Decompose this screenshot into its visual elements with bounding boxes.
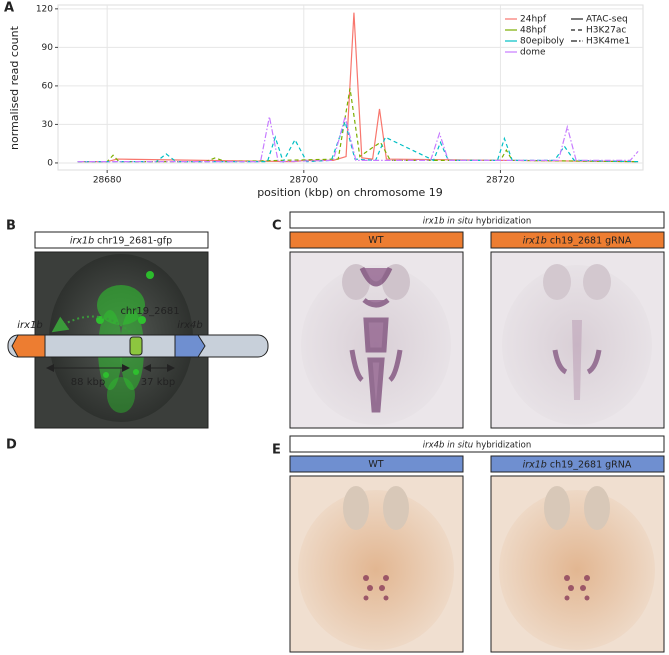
legend-label: ATAC-seq xyxy=(586,15,628,25)
legend-label: 48hpf xyxy=(520,26,547,36)
header: irx1b chr19_2681-gfp xyxy=(70,235,172,246)
legend-label: 80epiboly xyxy=(520,37,565,47)
legend-label: H3K4me1 xyxy=(586,37,630,47)
header-text: chr19_2681-gfp xyxy=(94,235,172,246)
header-box xyxy=(289,211,665,229)
gene: irx1b xyxy=(70,235,94,246)
plot-area xyxy=(57,4,644,171)
gene: irx1b in situ xyxy=(423,216,473,226)
condition-box xyxy=(289,231,464,249)
y-tick-label: 0 xyxy=(47,158,53,168)
panel-label: E xyxy=(272,443,281,458)
x-tick-label: 28680 xyxy=(93,176,122,186)
y-tick-label: 90 xyxy=(42,43,54,53)
x-tick-label: 28720 xyxy=(486,176,515,186)
series-line xyxy=(77,88,639,163)
header: irx4b in situ hybridization xyxy=(423,440,531,450)
condition-box xyxy=(289,455,464,473)
condition: irx1b ch19_2681 gRNA xyxy=(523,235,632,246)
y-tick-label: 120 xyxy=(36,4,53,14)
x-tick-label: 28700 xyxy=(289,176,318,186)
legend-label: 24hpf xyxy=(520,15,547,25)
gene-irx4b xyxy=(174,334,206,358)
y-axis-label: normalised read count xyxy=(8,25,21,150)
y-tick-label: 30 xyxy=(42,120,54,130)
header-text: hybridization xyxy=(473,216,531,226)
gene-irx1b xyxy=(11,334,46,358)
condition-text: ch19_2681 gRNA xyxy=(547,459,632,470)
condition: WT xyxy=(368,235,383,246)
distance-label: 37 kbp xyxy=(141,377,175,388)
gene: irx1b xyxy=(523,235,547,246)
element-label: chr19_2681 xyxy=(120,306,179,317)
panel-label: C xyxy=(272,219,282,234)
y-tick-label: 60 xyxy=(42,81,54,91)
condition: WT xyxy=(368,459,383,470)
distance-label: 88 kbp xyxy=(71,377,105,388)
panel-label: B xyxy=(6,219,16,234)
legend-label: dome xyxy=(520,48,546,58)
panel-label: D xyxy=(6,438,17,453)
ish-image xyxy=(490,475,665,653)
gene-label: irx1b xyxy=(17,320,43,331)
condition-text: ch19_2681 gRNA xyxy=(547,235,632,246)
header-box xyxy=(289,435,665,453)
gene: irx4b in situ xyxy=(423,440,473,450)
chart: 0 30 60 90 120 28680 28700 28720 24hpf48hpf80epi… xyxy=(36,4,644,186)
series-line xyxy=(77,114,639,163)
x-axis-label: position (kbp) on chromosome 19 xyxy=(257,186,443,199)
legend-label: H3K27ac xyxy=(586,26,626,36)
interaction-arrow xyxy=(51,315,131,333)
header-box xyxy=(34,231,209,249)
ish-image xyxy=(289,475,464,653)
ish-image xyxy=(490,251,665,429)
header-text: hybridization xyxy=(473,440,531,450)
condition-box xyxy=(490,231,665,249)
ish-image xyxy=(289,251,464,429)
regulatory-element xyxy=(129,336,143,356)
header: irx1b in situ hybridization xyxy=(423,216,531,226)
panel-label: A xyxy=(4,1,14,16)
condition-box xyxy=(490,455,665,473)
gene-label: irx4b xyxy=(177,320,203,331)
gene: irx1b xyxy=(523,459,547,470)
condition: irx1b ch19_2681 gRNA xyxy=(523,459,632,470)
